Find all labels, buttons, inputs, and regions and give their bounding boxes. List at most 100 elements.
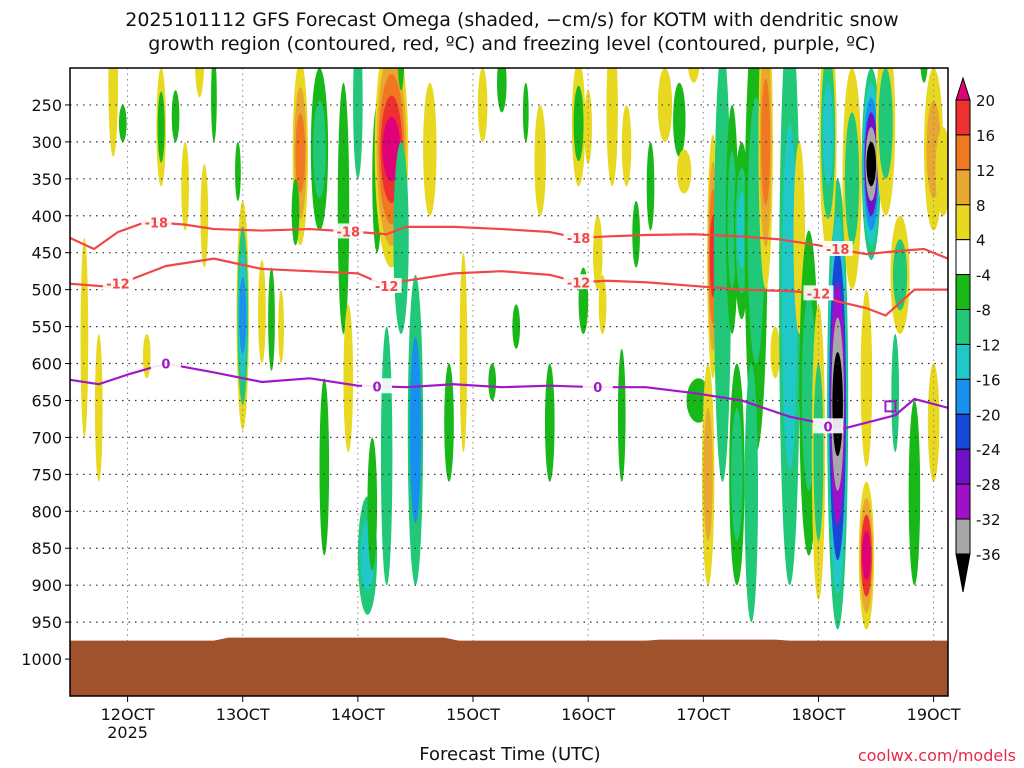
contour-label-bg: [822, 241, 853, 257]
contour-layer: -18 -18 -18 -18 -12 -12 -12 -12 0 0 0 0: [70, 214, 948, 435]
x-tick-label: 19OCT: [907, 705, 961, 724]
omega-cell: [892, 239, 908, 311]
colorbar-label: -12: [976, 336, 1001, 354]
y-tick-label: 900: [31, 576, 62, 595]
colorbar-label: -24: [976, 441, 1001, 459]
omega-cell: [862, 530, 871, 581]
omega-cell: [606, 68, 618, 187]
omega-cell: [409, 336, 422, 524]
contour-label: -12: [807, 287, 831, 302]
colorbar-swatch: [955, 518, 971, 555]
omega-cell: [534, 104, 546, 216]
colorbar-swatch: [955, 378, 971, 415]
contour-label: -12: [106, 278, 130, 293]
contour-label-bg: [333, 223, 364, 239]
colorbar-swatch: [955, 239, 971, 276]
plot-frame: [69, 67, 949, 697]
omega-cell: [157, 91, 165, 163]
omega-cell: [380, 326, 393, 586]
omega-cell: [488, 363, 497, 401]
omega-cell: [211, 68, 217, 142]
y-tick-label: 850: [31, 539, 62, 558]
colorbar-swatch: [955, 448, 971, 485]
omega-cell: [731, 407, 743, 541]
x-tick-label: 13OCT: [216, 705, 270, 724]
omega-cell: [80, 237, 89, 438]
contour-label: -18: [826, 243, 850, 258]
y-tick-label: 600: [31, 355, 62, 374]
y-tick-label: 350: [31, 170, 62, 189]
y-tick-label: 1000: [21, 650, 62, 669]
colorbar-swatch: [955, 99, 971, 136]
omega-cell: [108, 68, 118, 157]
x-tick-label: 17OCT: [676, 705, 730, 724]
contour-label-bg: [803, 285, 834, 301]
omega-cell: [657, 68, 673, 142]
omega-cell: [268, 267, 275, 371]
contour-label: -18: [567, 232, 591, 247]
omega-cell: [397, 68, 405, 91]
omega-cell: [866, 141, 877, 187]
omega-cell: [860, 289, 873, 467]
omega-cell: [891, 333, 900, 453]
contour-label: -12: [375, 280, 399, 295]
omega-cell: [423, 82, 437, 216]
contour-label: -12: [567, 276, 591, 291]
colorbar-bottom-arrow: [955, 553, 971, 593]
colorbar-swatch: [955, 134, 971, 171]
omega-cell: [920, 68, 928, 83]
omega-cell: [477, 68, 488, 142]
contour-line: [70, 362, 948, 432]
contour-label-bg: [141, 214, 172, 230]
omega-cell: [295, 113, 306, 193]
y-tick-label: 700: [31, 428, 62, 447]
colorbar-top-arrow: [955, 76, 971, 101]
y-tick-label: 300: [31, 133, 62, 152]
y-tick-label: 250: [31, 96, 62, 115]
title-line-1: 2025101112 GFS Forecast Omega (shaded, −…: [125, 9, 899, 31]
omega-cell: [813, 363, 824, 541]
omega-cell: [181, 141, 189, 231]
omega-cell: [235, 141, 241, 201]
omega-cell: [770, 326, 781, 379]
omega-cell: [497, 68, 507, 113]
omega-cell: [584, 90, 593, 165]
omega-cell: [646, 141, 655, 231]
colorbar-swatch: [955, 413, 971, 450]
colorbar-label: 8: [976, 197, 986, 215]
contour-label-bg: [563, 274, 594, 290]
omega-cell: [291, 178, 300, 246]
colorbar-label: 12: [976, 162, 995, 180]
omega-cell: [822, 83, 834, 186]
contour-label: -18: [145, 216, 169, 231]
omega-cell: [687, 68, 700, 83]
colorbar-swatch: [955, 309, 971, 345]
omega-cell: [343, 304, 354, 453]
colorbar-label: 4: [976, 232, 986, 250]
omega-cell: [832, 352, 843, 457]
omega-cell: [313, 100, 326, 199]
colorbar-label: 16: [976, 127, 995, 145]
omega-cell: [337, 82, 350, 334]
x-tick-label: 14OCT: [331, 705, 385, 724]
colorbar-swatch: [955, 169, 971, 206]
colorbar-label: -28: [976, 476, 1001, 494]
y-tick-label: 800: [31, 502, 62, 521]
colorbar-label: -16: [976, 371, 1001, 389]
terrain-surface: [70, 637, 948, 696]
contour-label-bg: [813, 418, 844, 434]
omega-cell: [382, 117, 401, 182]
contour-label-bg: [582, 379, 613, 395]
omega-cell: [142, 333, 151, 379]
colorbar-label: -32: [976, 511, 1001, 529]
omega-cell: [621, 104, 632, 187]
omega-cell: [94, 333, 103, 482]
omega-cell: [878, 68, 893, 179]
x-tick-label: 16OCT: [561, 705, 615, 724]
colorbar-label: -4: [976, 267, 991, 285]
omega-cell: [617, 348, 626, 482]
colorbar-swatch: [955, 274, 971, 311]
title-line-2: growth region (contoured, red, ºC) and f…: [148, 33, 876, 55]
